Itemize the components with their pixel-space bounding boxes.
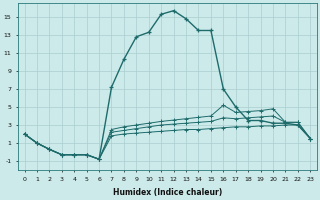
X-axis label: Humidex (Indice chaleur): Humidex (Indice chaleur) — [113, 188, 222, 197]
